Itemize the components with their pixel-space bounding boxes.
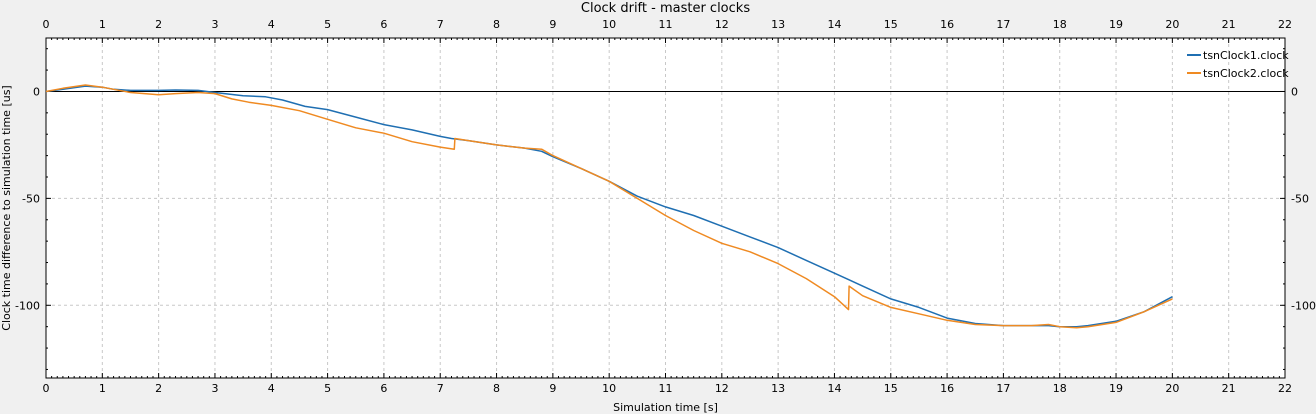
x-tick-label-top: 20 [1165,18,1179,31]
x-tick-label-bottom: 16 [940,382,954,395]
legend-entry-1: tsnClock1.clock [1203,49,1289,62]
x-tick-label-bottom: 10 [602,382,616,395]
y-tick-label-left: -100 [15,299,40,312]
y-tick-label-right: -100 [1291,299,1316,312]
x-tick-label-bottom: 9 [549,382,556,395]
x-tick-label-bottom: 15 [884,382,898,395]
x-tick-label-bottom: 19 [1109,382,1123,395]
chart-title: Clock drift - master clocks [581,1,750,16]
x-tick-label-top: 22 [1278,18,1292,31]
y-tick-label-right: -50 [1291,192,1309,205]
x-tick-label-bottom: 4 [268,382,275,395]
x-tick-label-top: 11 [659,18,673,31]
x-tick-label-top: 7 [437,18,444,31]
x-tick-label-top: 3 [211,18,218,31]
x-tick-label-top: 8 [493,18,500,31]
y-axis-label: Clock time difference to simulation time… [0,85,13,330]
y-tick-label-left: 0 [33,85,40,98]
x-tick-label-top: 1 [99,18,106,31]
x-tick-label-bottom: 14 [827,382,841,395]
x-tick-label-top: 0 [43,18,50,31]
x-tick-label-bottom: 12 [715,382,729,395]
x-tick-label-top: 5 [324,18,331,31]
x-tick-label-top: 4 [268,18,275,31]
x-tick-label-top: 17 [996,18,1010,31]
x-tick-label-bottom: 13 [771,382,785,395]
x-tick-label-bottom: 1 [99,382,106,395]
x-tick-label-top: 15 [884,18,898,31]
x-tick-label-top: 6 [380,18,387,31]
x-tick-label-bottom: 18 [1053,382,1067,395]
x-tick-label-top: 12 [715,18,729,31]
x-tick-label-top: 21 [1222,18,1236,31]
legend-entry-2: tsnClock2.clock [1203,67,1289,80]
x-axis-label: Simulation time [s] [613,401,718,414]
x-tick-label-top: 2 [155,18,162,31]
x-tick-label-top: 9 [549,18,556,31]
x-tick-label-top: 18 [1053,18,1067,31]
x-tick-label-bottom: 17 [996,382,1010,395]
x-tick-label-top: 16 [940,18,954,31]
x-tick-label-top: 19 [1109,18,1123,31]
x-tick-label-bottom: 7 [437,382,444,395]
x-tick-label-top: 14 [827,18,841,31]
x-tick-label-top: 10 [602,18,616,31]
x-tick-label-bottom: 5 [324,382,331,395]
x-tick-label-bottom: 3 [211,382,218,395]
x-tick-label-bottom: 8 [493,382,500,395]
x-tick-label-top: 13 [771,18,785,31]
series-line-2 [45,84,1173,329]
y-tick-label-left: -50 [22,192,40,205]
x-tick-label-bottom: 22 [1278,382,1292,395]
x-tick-label-bottom: 21 [1222,382,1236,395]
x-tick-label-bottom: 2 [155,382,162,395]
x-tick-label-bottom: 0 [43,382,50,395]
x-tick-label-bottom: 20 [1165,382,1179,395]
y-tick-label-right: 0 [1291,85,1298,98]
x-tick-label-bottom: 6 [380,382,387,395]
x-tick-label-bottom: 11 [659,382,673,395]
